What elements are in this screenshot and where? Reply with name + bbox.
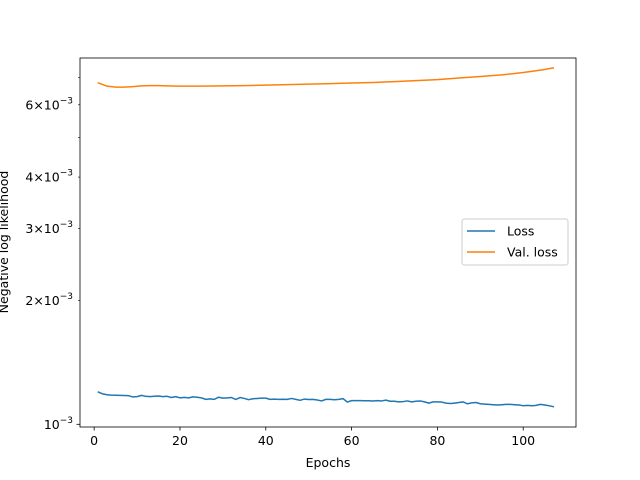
plot-frame [79,57,577,428]
y-tick-label: 6×10−3 [25,96,73,112]
x-tick-label: 60 [344,433,360,448]
y-tick-label: 10−3 [44,416,73,432]
y-tick-label: 3×10−3 [25,220,73,236]
series-layer [97,66,555,408]
legend: Loss Val. loss [461,218,569,266]
x-axis: 0 20 40 60 80 100 [90,427,535,448]
y-axis-label: Negative log likelihood [0,171,11,314]
x-tick-label: 40 [258,433,274,448]
x-tick-label: 20 [172,433,188,448]
y-axis: 10−3 2×10−3 3×10−3 4×10−3 6×10−3 [25,76,80,432]
x-tick-label: 0 [90,433,98,448]
legend-label-loss: Loss [507,224,534,239]
x-tick-label: 80 [429,433,445,448]
x-axis-label: Epochs [306,455,351,470]
y-tick-label: 2×10−3 [25,292,73,308]
y-tick-label: 4×10−3 [25,169,73,185]
legend-label-val-loss: Val. loss [507,245,558,260]
x-tick-label: 100 [511,433,535,448]
series-line-loss [97,391,555,408]
series-line-val-loss [97,66,555,88]
